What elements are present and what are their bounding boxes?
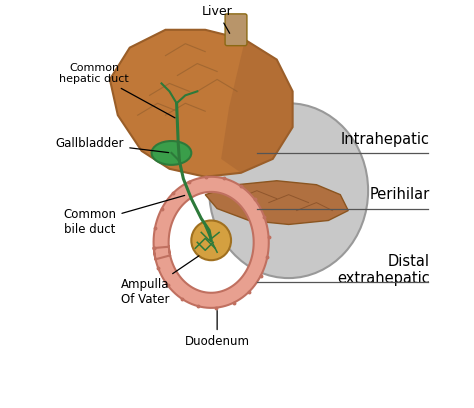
Ellipse shape [191,220,231,260]
Polygon shape [110,30,292,177]
Polygon shape [154,177,269,308]
Text: Gallbladder: Gallbladder [56,137,169,153]
Text: Common
hepatic duct: Common hepatic duct [59,63,175,118]
Text: Intrahepatic: Intrahepatic [341,131,430,146]
Text: Duodenum: Duodenum [185,310,250,348]
Polygon shape [221,40,292,173]
Text: Common
bile duct: Common bile duct [64,195,185,237]
Text: Liver: Liver [202,5,233,33]
FancyBboxPatch shape [225,14,247,46]
Text: Perihilar: Perihilar [369,187,430,202]
Ellipse shape [152,141,191,165]
Polygon shape [205,181,348,224]
Text: Ampulla
Of Vater: Ampulla Of Vater [121,256,199,306]
Text: Distal
extrahepatic: Distal extrahepatic [337,254,430,286]
Ellipse shape [209,103,368,278]
